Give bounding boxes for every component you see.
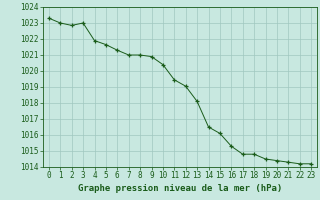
X-axis label: Graphe pression niveau de la mer (hPa): Graphe pression niveau de la mer (hPa) — [78, 184, 282, 193]
